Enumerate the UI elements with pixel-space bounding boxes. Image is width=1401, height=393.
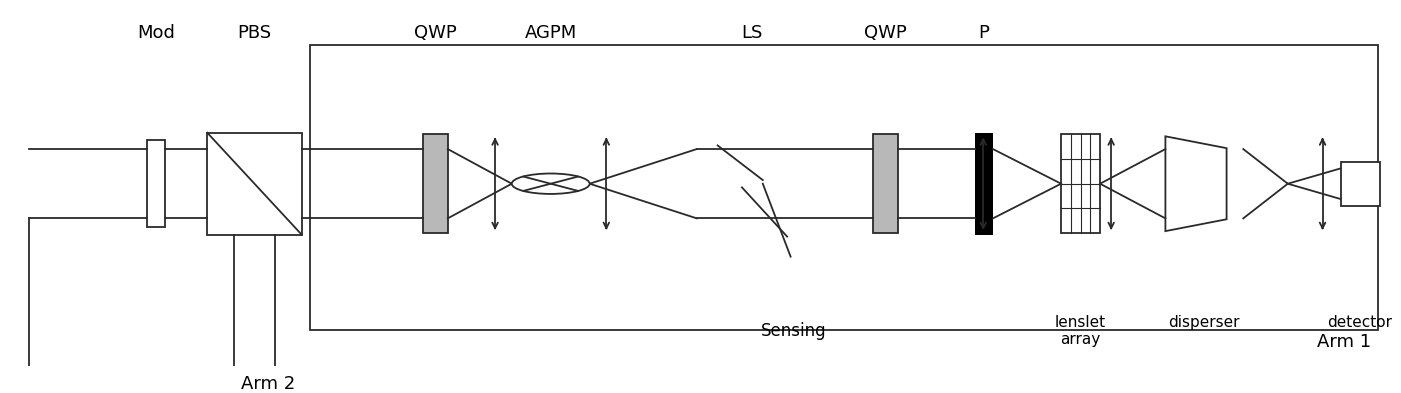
Text: P: P: [978, 24, 989, 42]
Bar: [423, 134, 448, 233]
Circle shape: [511, 173, 590, 194]
Bar: [975, 133, 993, 235]
Bar: [310, 45, 1379, 330]
Text: AGPM: AGPM: [524, 24, 577, 42]
Text: Mod: Mod: [137, 24, 175, 42]
Text: disperser: disperser: [1168, 315, 1240, 330]
Polygon shape: [1166, 136, 1227, 231]
Text: PBS: PBS: [237, 24, 272, 42]
Bar: [147, 140, 165, 228]
Text: Sensing: Sensing: [761, 322, 827, 340]
Text: Arm 1: Arm 1: [1317, 333, 1372, 351]
Bar: [1341, 162, 1380, 206]
Text: QWP: QWP: [864, 24, 908, 42]
Text: detector: detector: [1328, 315, 1393, 330]
Text: lenslet
array: lenslet array: [1055, 315, 1107, 347]
Bar: [1061, 134, 1100, 233]
Text: LS: LS: [741, 24, 764, 42]
Text: Arm 2: Arm 2: [241, 375, 294, 393]
Bar: [207, 133, 301, 235]
Text: QWP: QWP: [413, 24, 457, 42]
Bar: [873, 134, 898, 233]
